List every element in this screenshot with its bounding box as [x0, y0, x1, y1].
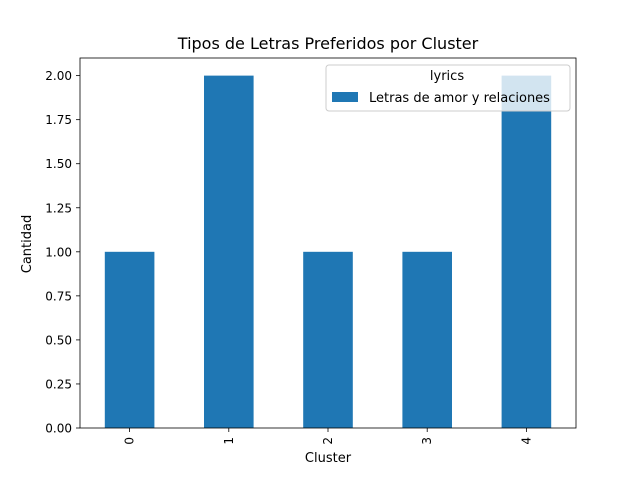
x-tick-label: 2: [321, 437, 335, 445]
y-tick-label: 0.00: [45, 422, 72, 436]
bar-cluster-1: [204, 75, 254, 429]
y-tick-label: 1.50: [45, 157, 72, 171]
legend-swatch: [332, 92, 358, 102]
bar-cluster-2: [303, 251, 353, 428]
y-tick-label: 1.00: [45, 245, 72, 259]
legend: lyrics Letras de amor y relaciones: [325, 64, 571, 112]
y-tick-label: 0.50: [45, 333, 72, 347]
y-tick-label: 1.25: [45, 201, 72, 215]
bar-cluster-3: [402, 251, 452, 428]
bar-cluster-0: [104, 251, 155, 428]
bars-layer: [104, 75, 552, 429]
x-axis-label: Cluster: [305, 451, 352, 466]
y-tick-label: 0.25: [45, 377, 72, 391]
x-tick-label: 1: [222, 437, 236, 445]
bar-cluster-4: [501, 75, 552, 429]
legend-label: Letras de amor y relaciones: [369, 91, 550, 106]
x-tick-label: 4: [519, 437, 533, 445]
y-tick-label: 2.00: [45, 69, 72, 83]
x-tick-label: 3: [420, 437, 434, 445]
x-tick-label: 0: [123, 437, 137, 445]
y-tick-label: 0.75: [45, 289, 72, 303]
y-axis-label: Cantidad: [20, 215, 35, 273]
chart-title: Tipos de Letras Preferidos por Cluster: [177, 34, 479, 53]
axes-layer: 0 1 2 3 4 0.00 0.25 0.50 0.75 1.00 1.25 1.50 1.75 2.0…: [45, 57, 577, 445]
legend-title: lyrics: [430, 69, 464, 84]
legend-frame: [325, 64, 571, 112]
plot-frame: [79, 57, 577, 429]
y-tick-label: 1.75: [45, 113, 72, 127]
